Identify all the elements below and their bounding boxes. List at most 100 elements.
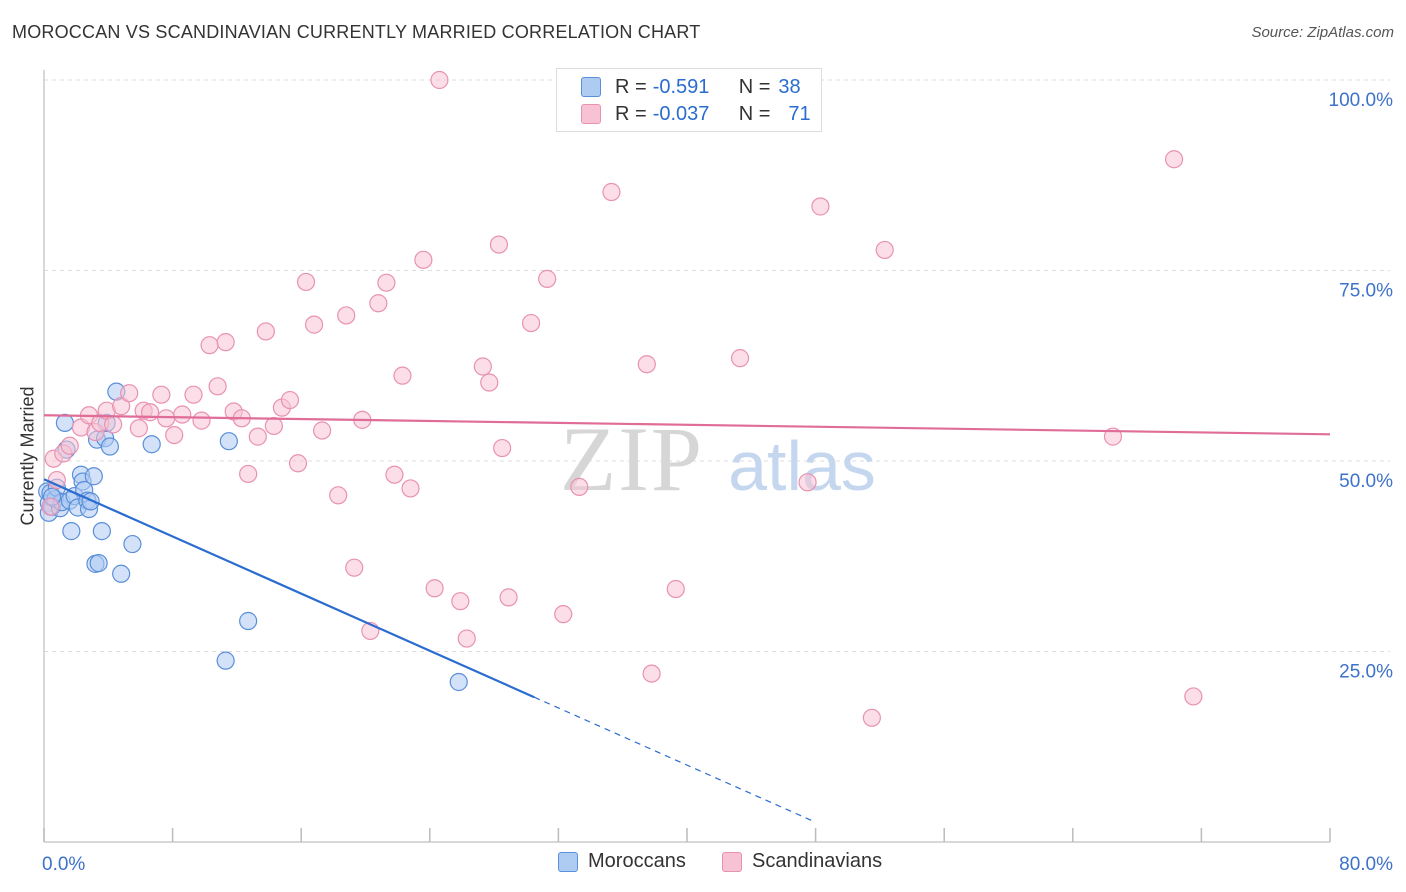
- scandinavian-point: [642, 664, 661, 683]
- scandinavian-point: [256, 322, 275, 341]
- moroccan-point: [55, 413, 74, 432]
- scandinavian-point: [538, 269, 557, 288]
- moroccan-point: [100, 437, 120, 456]
- scandinavian-point: [157, 409, 176, 428]
- data-points: [38, 70, 1203, 727]
- scandinavian-point: [140, 403, 160, 422]
- moroccan-point: [239, 611, 258, 631]
- moroccan-point: [142, 435, 161, 454]
- scandinavian-point: [875, 240, 894, 260]
- scandinavian-point: [637, 355, 656, 374]
- legend-swatch-pink: [581, 104, 601, 124]
- scandinavian-point: [296, 272, 316, 292]
- scandinavian-point: [208, 377, 227, 396]
- scandinavian-point: [41, 497, 60, 516]
- scandinavian-point: [192, 411, 211, 430]
- series-legend: Moroccans Scandinavians: [0, 850, 1406, 878]
- scandinavian-point: [345, 558, 364, 577]
- moroccan-point: [89, 554, 108, 573]
- scandinavian-point: [393, 366, 412, 385]
- x-tick-label: 80.0%: [1339, 854, 1393, 875]
- scandinavian-point: [120, 384, 139, 403]
- x-tick-label: 0.0%: [42, 854, 85, 875]
- moroccan-point: [219, 432, 238, 451]
- legend-row-scandinavians: R = -0.037 N = 71: [557, 100, 811, 128]
- correlation-legend: R = -0.591 N = 38 R = -0.037 N = 71: [556, 68, 822, 132]
- scandinavian-point: [152, 385, 171, 404]
- legend-row-moroccans: R = -0.591 N = 38: [557, 73, 801, 101]
- scandinavian-point: [329, 486, 348, 505]
- legend-n-value: 71: [788, 102, 811, 125]
- scandinavian-point: [798, 473, 817, 492]
- legend-label-scandinavians: Scandinavians: [752, 850, 883, 872]
- axes: [43, 70, 1331, 843]
- scandinavian-point: [239, 464, 258, 484]
- tick-labels: 25.0% 50.0% 75.0% 100.0% 0.0% 80.0%: [42, 90, 1393, 875]
- moroccan-point: [92, 522, 111, 541]
- scandinavian-point: [730, 349, 750, 368]
- scandinavian-point: [425, 579, 444, 598]
- moroccan-point: [84, 467, 103, 486]
- scandinavian-point: [521, 313, 541, 333]
- chart-source: Source: ZipAtlas.com: [1251, 24, 1394, 41]
- scandinavian-point: [385, 465, 404, 484]
- legend-r-value: -0.037: [652, 102, 710, 125]
- moroccan-point: [449, 672, 468, 692]
- y-tick-label: 100.0%: [1329, 90, 1394, 111]
- legend-item-moroccans[interactable]: Moroccans: [558, 850, 686, 873]
- scandinavian-point: [280, 390, 300, 410]
- legend-label-moroccans: Moroccans: [588, 850, 686, 872]
- y-tick-label: 75.0%: [1339, 281, 1393, 302]
- scandinavian-point: [414, 250, 433, 269]
- legend-item-scandinavians[interactable]: Scandinavians: [722, 850, 882, 873]
- scandinavian-point: [493, 438, 512, 458]
- grid-lines: [44, 79, 1390, 652]
- legend-swatch-blue: [558, 851, 578, 872]
- legend-r-value: -0.591: [652, 75, 710, 98]
- legend-n-value: 38: [778, 75, 801, 98]
- scandinavian-point: [165, 425, 184, 445]
- legend-n-label: N =: [738, 75, 771, 98]
- scandinavian-point: [1164, 150, 1184, 169]
- scandinavian-point: [554, 605, 573, 624]
- y-tick-label: 25.0%: [1339, 662, 1393, 683]
- moroccan-trend-line: [43, 478, 535, 699]
- legend-r-label: R =: [615, 102, 647, 125]
- scandinavian-point: [811, 197, 830, 216]
- scandinavian-point: [451, 592, 470, 611]
- legend-n-label: N =: [738, 102, 771, 125]
- moroccan-point: [112, 564, 131, 583]
- scandinavian-point: [173, 405, 192, 424]
- legend-r-label: R =: [615, 75, 647, 98]
- scandinavian-point: [499, 588, 518, 607]
- scandinavian-point: [401, 479, 420, 498]
- scandinavian-point: [337, 306, 356, 325]
- scandinavian-point: [666, 579, 685, 599]
- y-tick-label: 50.0%: [1339, 471, 1393, 492]
- scandinavian-point: [1103, 427, 1123, 446]
- scandinavian-point: [473, 357, 492, 376]
- scandinavian-point: [60, 436, 79, 455]
- scandinavian-point: [602, 182, 621, 202]
- scandinavian-point: [184, 385, 203, 404]
- scandinavian-point: [129, 419, 148, 438]
- scandinavian-point: [312, 421, 332, 440]
- moroccan-point: [216, 651, 235, 670]
- y-axis-title: Currently Married: [17, 386, 38, 526]
- scandinavian-point: [264, 416, 283, 436]
- scandinavian-point: [369, 294, 388, 313]
- scandinavian-point: [304, 315, 324, 334]
- scandinavian-point: [112, 397, 131, 416]
- scandinavian-point: [104, 415, 123, 434]
- moroccan-point: [81, 492, 100, 511]
- scandinavian-point: [200, 336, 219, 355]
- moroccan-trend-line-extension: [534, 696, 816, 823]
- scandinavian-point: [862, 708, 881, 727]
- watermark-atlas: atlas: [728, 427, 876, 505]
- trend-lines: [43, 414, 1331, 823]
- scandinavian-point: [248, 427, 267, 446]
- scandinavian-point: [457, 629, 476, 648]
- scandinavian-point: [489, 235, 509, 254]
- scandinavian-point: [1184, 687, 1203, 706]
